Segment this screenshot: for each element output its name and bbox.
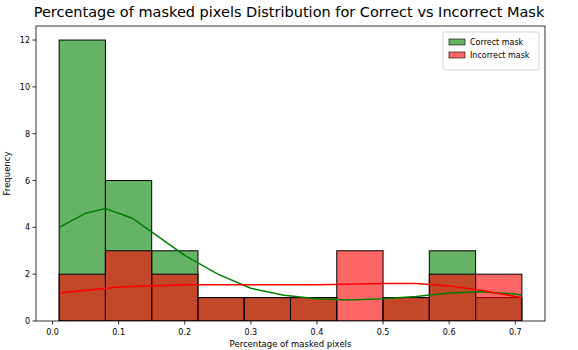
y-tick (33, 227, 37, 228)
x-tick-label: 0.2 (178, 328, 191, 337)
legend-swatch (449, 39, 465, 45)
x-tick (383, 321, 384, 325)
histogram-bar (198, 298, 244, 321)
x-tick-label: 0.4 (311, 328, 324, 337)
x-tick (52, 321, 53, 325)
kde-line (59, 209, 522, 300)
histogram-bar (337, 251, 383, 321)
y-tick-label: 8 (25, 130, 30, 139)
y-tick-label: 12 (20, 36, 30, 45)
legend-label: Incorrect mask (470, 51, 530, 60)
series-bars (59, 40, 522, 321)
y-tick-label: 10 (20, 83, 30, 92)
x-tick-label: 0.5 (377, 328, 390, 337)
y-tick (33, 133, 37, 134)
histogram-bar (105, 181, 151, 321)
x-tick (316, 321, 317, 325)
histogram-bar (244, 298, 290, 321)
histogram-bar (291, 298, 337, 321)
x-tick (118, 321, 119, 325)
plot-frame (36, 26, 545, 321)
title: Percentage of masked pixels Distribution… (34, 4, 545, 20)
y-tick (33, 40, 37, 41)
y-tick-label: 6 (25, 177, 30, 186)
y-tick (33, 86, 37, 87)
x-tick (515, 321, 516, 325)
histogram-bar (476, 274, 522, 321)
histogram-bar (291, 298, 337, 321)
histogram-bar (152, 274, 198, 321)
histogram-bar (198, 298, 244, 321)
histogram-bar (59, 274, 105, 321)
histogram-bar (383, 298, 429, 321)
x-tick-label: 0.3 (244, 328, 257, 337)
y-tick-label: 4 (25, 223, 30, 232)
x-tick (184, 321, 185, 325)
kde-line (59, 284, 522, 298)
x-tick-label: 0.0 (46, 328, 59, 337)
histogram-bar (59, 40, 105, 321)
y-tick-label: 0 (25, 317, 30, 326)
x-tick-label: 0.1 (112, 328, 125, 337)
x-tick-label: 0.6 (443, 328, 456, 337)
y-tick (33, 321, 37, 322)
y-tick (33, 274, 37, 275)
x-tick (250, 321, 251, 325)
x-tick (449, 321, 450, 325)
x-tick-label: 0.7 (509, 328, 522, 337)
legend-box (443, 32, 539, 70)
x-axis-label: Percentage of masked pixels (230, 339, 352, 349)
histogram-bar (383, 298, 429, 321)
legend-label: Correct mask (470, 38, 524, 47)
legend-swatch (449, 52, 465, 58)
y-tick (33, 180, 37, 181)
marks (59, 40, 522, 321)
series-bars (59, 251, 522, 321)
legend: Correct mask Incorrect mask (443, 32, 539, 70)
chart: Percentage of masked pixels Distribution… (0, 0, 578, 350)
histogram-bar (244, 298, 290, 321)
y-axis-label: Frequency (2, 152, 12, 196)
histogram-bar (429, 274, 475, 321)
y-tick-label: 2 (25, 270, 30, 279)
